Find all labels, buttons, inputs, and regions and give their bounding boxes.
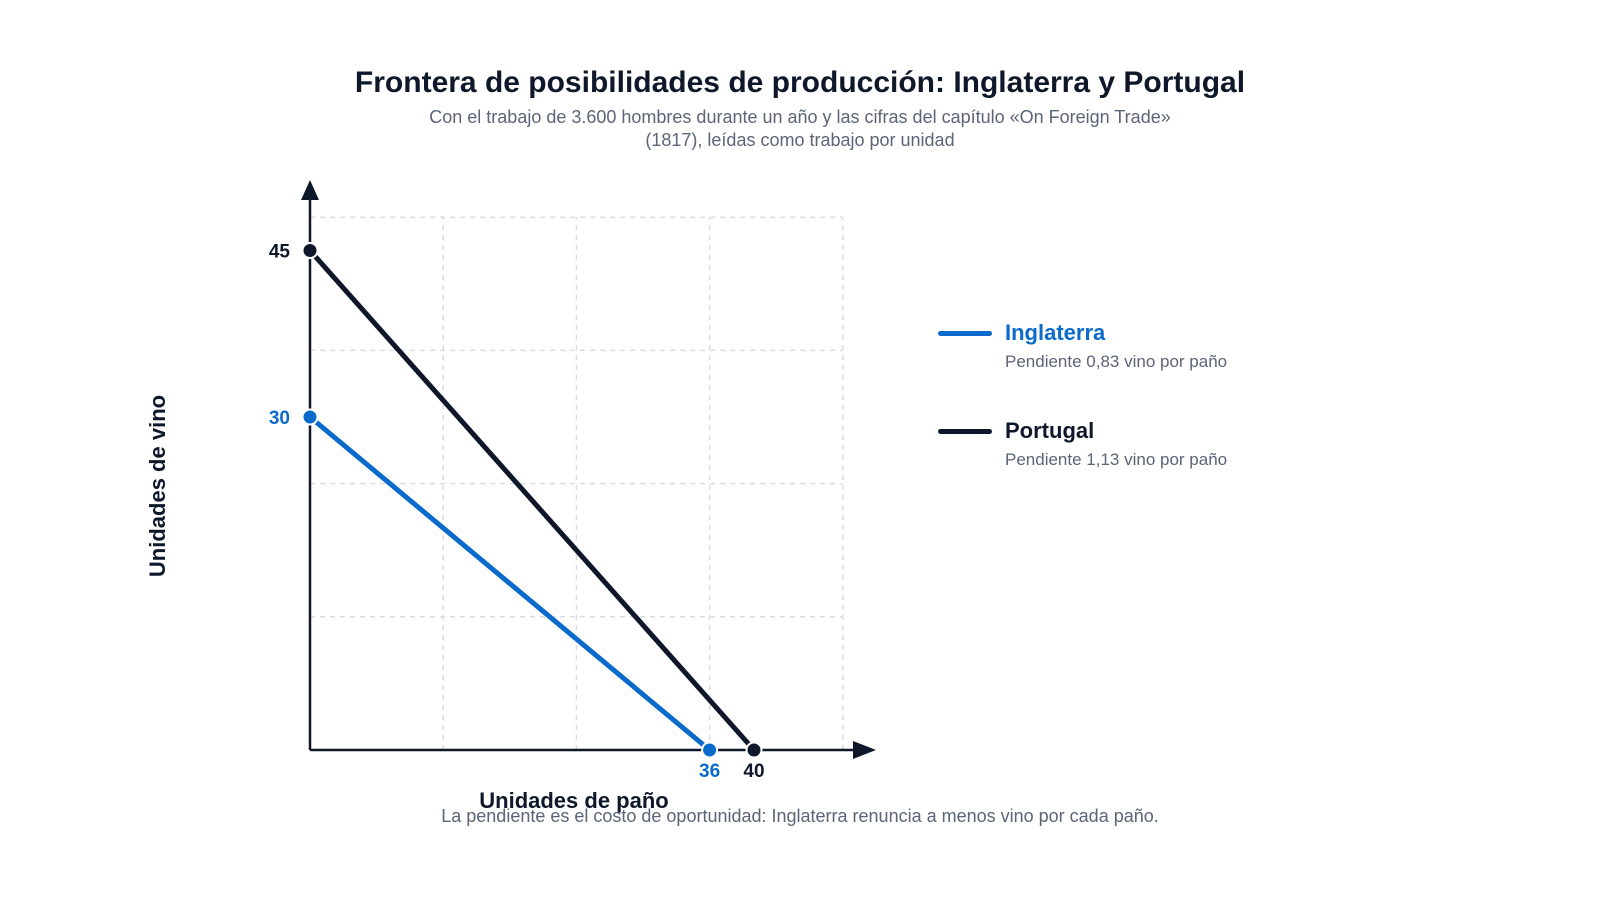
y-intercept-point <box>301 242 319 259</box>
series-line <box>307 248 757 753</box>
x-intercept-label: 40 <box>743 761 764 782</box>
legend-series-name: Portugal <box>1005 418 1095 443</box>
chart-grid <box>310 216 844 750</box>
x-intercept-label: 36 <box>699 761 720 782</box>
x-axis-arrow <box>853 741 876 759</box>
y-axis-arrow <box>301 180 319 200</box>
chart-title: Frontera de posibilidades de producción:… <box>354 66 1246 99</box>
legend-series-note: Pendiente 1,13 vino por paño <box>1005 450 1228 469</box>
legend-swatch <box>938 429 992 434</box>
subtitle-line-1: Con el trabajo de 3.600 hombres durante … <box>429 107 1171 127</box>
y-axis-title: Unidades de vino <box>145 395 170 577</box>
y-intercept-label: 45 <box>269 242 291 263</box>
x-axis-title: Unidades de paño <box>479 788 668 813</box>
y-intercept-label: 30 <box>269 408 290 429</box>
chart-series: 30 36 45 40 <box>269 242 765 783</box>
series-line <box>307 414 713 753</box>
chart-footnote: La pendiente es el costo de oportunidad:… <box>441 806 1159 826</box>
y-intercept-point <box>301 408 319 426</box>
legend-series-name: Inglaterra <box>1005 320 1106 345</box>
subtitle-line-2: (1817), leídas como trabajo por unidad <box>645 130 955 150</box>
legend-series-note: Pendiente 0,83 vino por paño <box>1005 352 1228 371</box>
chart-axes: Unidades de paño Unidades de vino <box>145 180 876 813</box>
chart-subtitle: Con el trabajo de 3.600 hombres durante … <box>400 106 1200 152</box>
x-intercept-point <box>701 741 719 759</box>
x-intercept-point <box>745 741 763 759</box>
legend-swatch <box>938 331 992 336</box>
